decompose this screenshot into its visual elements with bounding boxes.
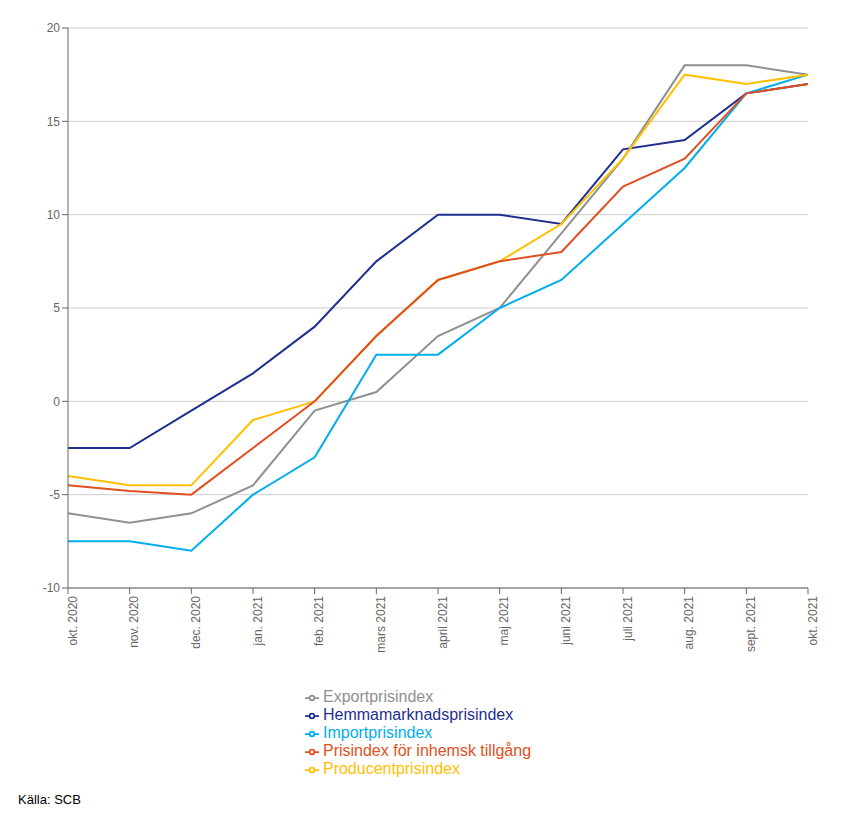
svg-text:nov. 2020: nov. 2020 — [127, 596, 141, 648]
svg-text:okt. 2021: okt. 2021 — [806, 596, 820, 646]
html-text:Källa: SCB: Källa: SCB — [18, 792, 81, 807]
svg-text:10: 10 — [47, 208, 61, 222]
html-text:Importprisindex: Importprisindex — [323, 724, 433, 741]
svg-text:mars 2021: mars 2021 — [374, 596, 388, 653]
svg-text:-10: -10 — [43, 581, 61, 595]
html-text:Hemmamarknadsprisindex: Hemmamarknadsprisindex — [323, 706, 514, 723]
svg-text:-5: -5 — [49, 488, 60, 502]
svg-text:feb. 2021: feb. 2021 — [312, 596, 326, 646]
svg-text:juli 2021: juli 2021 — [621, 596, 635, 642]
svg-text:5: 5 — [53, 301, 60, 315]
svg-text:dec. 2020: dec. 2020 — [189, 596, 203, 649]
html-text:Producentprisindex: Producentprisindex — [323, 760, 460, 777]
html-text:Prisindex för inhemsk tillgång: Prisindex för inhemsk tillgång — [323, 742, 531, 759]
svg-text:april 2021: april 2021 — [436, 596, 450, 649]
svg-text:juni 2021: juni 2021 — [559, 596, 573, 646]
svg-text:0: 0 — [53, 395, 60, 409]
svg-text:okt. 2020: okt. 2020 — [66, 596, 80, 646]
svg-text:jan. 2021: jan. 2021 — [251, 596, 265, 647]
svg-text:sept. 2021: sept. 2021 — [744, 596, 758, 652]
html-text:Exportprisindex: Exportprisindex — [323, 688, 434, 705]
svg-text:aug. 2021: aug. 2021 — [682, 596, 696, 650]
svg-text:maj 2021: maj 2021 — [497, 596, 511, 646]
svg-text:20: 20 — [47, 21, 61, 35]
svg-text:15: 15 — [47, 115, 61, 129]
